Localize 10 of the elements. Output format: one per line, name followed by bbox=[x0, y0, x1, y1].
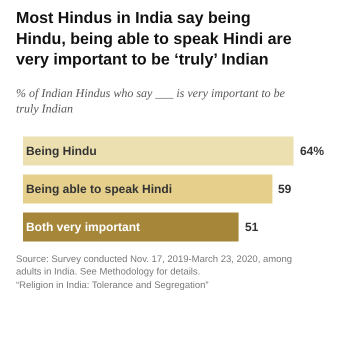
text: “Religion in India: Tolerance and Segregation” bbox=[16, 280, 209, 291]
chart-subtitle: % of Indian Hindus who say ___ is very important to be truly Indian bbox=[16, 86, 286, 116]
data-label: 51 bbox=[245, 220, 259, 234]
y-tick-label: Both very important bbox=[26, 220, 140, 234]
y-tick-label: Being Hindu bbox=[26, 144, 97, 158]
y-tick-label: Being able to speak Hindi bbox=[26, 182, 172, 196]
source-note: Source: Survey conducted Nov. 17, 2019-March 23, 2020, among adults in India. See Methodology for details. bbox=[16, 254, 292, 278]
data-label: 59 bbox=[278, 182, 292, 196]
data-label: 64% bbox=[300, 144, 324, 158]
chart-title: Most Hindus in India say being Hindu, being able to speak Hindi are very important to be ‘truly’ Indian bbox=[16, 10, 292, 69]
